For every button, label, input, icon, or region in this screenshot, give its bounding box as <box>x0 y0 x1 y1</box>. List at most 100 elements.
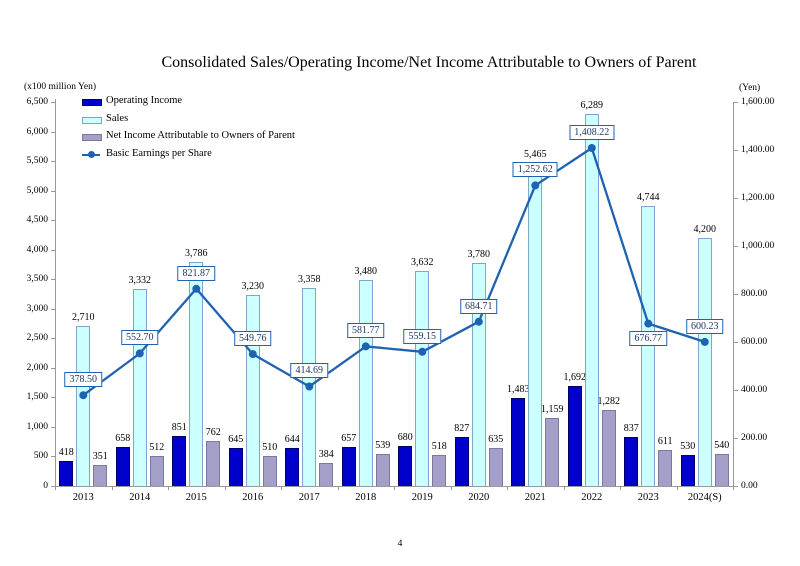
x-axis-label: 2021 <box>524 492 546 503</box>
eps-value-box: 600.23 <box>686 318 724 334</box>
right-axis-tick-label: 400.00 <box>741 385 768 395</box>
bar-sales <box>641 206 656 486</box>
x-axis-label: 2022 <box>581 492 603 503</box>
eps-value-box: 676.77 <box>629 330 667 346</box>
bar-value-label: 3,358 <box>298 274 321 285</box>
bar-net-income-attributable-to-owners-of-parent <box>319 463 334 486</box>
bar-value-label: 530 <box>680 441 696 452</box>
legend-label: Net Income Attributable to Owners of Par… <box>106 130 295 141</box>
bar-value-label: 4,744 <box>637 192 660 203</box>
x-axis-label: 2018 <box>355 492 377 503</box>
eps-data-point <box>248 350 257 359</box>
bar-operating-income <box>398 446 413 486</box>
x-axis-boundary-tick <box>450 486 452 490</box>
bar-value-label: 3,480 <box>354 266 378 277</box>
bar-net-income-attributable-to-owners-of-parent <box>601 410 616 486</box>
bar-value-label: 851 <box>171 422 187 433</box>
bar-value-label: 658 <box>115 433 131 444</box>
left-axis-tick-label: 5,000 <box>26 185 48 196</box>
bar-value-label: 384 <box>318 449 334 460</box>
left-axis-tick-label: 2,500 <box>26 333 48 344</box>
legend-swatch-marker <box>88 150 95 158</box>
right-axis-tick-label: 0.00 <box>741 481 758 491</box>
bar-value-label: 2,710 <box>72 312 95 323</box>
left-axis-tick <box>51 486 55 487</box>
bar-operating-income <box>567 386 582 486</box>
bar-value-label: 3,780 <box>467 249 491 260</box>
eps-data-point <box>192 284 201 293</box>
eps-data-point <box>305 382 314 391</box>
eps-value-box: 1,408.22 <box>569 125 615 141</box>
eps-value-box: 581.77 <box>347 323 385 339</box>
x-axis-boundary-tick <box>111 486 113 490</box>
bar-value-label: 539 <box>375 440 391 451</box>
x-axis-boundary-tick <box>337 486 339 490</box>
left-axis-tick <box>51 161 55 163</box>
bar-net-income-attributable-to-owners-of-parent <box>714 454 729 486</box>
eps-value-box: 559.15 <box>403 328 441 344</box>
bar-value-label: 5,465 <box>524 149 547 160</box>
eps-data-point <box>644 319 653 328</box>
eps-value-box: 414.69 <box>290 363 328 379</box>
left-axis-tick <box>51 249 55 251</box>
bar-operating-income <box>172 436 187 486</box>
x-axis-label: 2020 <box>468 492 490 503</box>
legend-label: Operating Income <box>106 95 183 106</box>
left-axis-tick <box>51 131 55 133</box>
left-axis-tick-label: 4,000 <box>26 244 48 255</box>
bar-value-label: 645 <box>228 434 244 445</box>
bar-net-income-attributable-to-owners-of-parent <box>658 450 673 486</box>
bar-value-label: 680 <box>397 432 413 443</box>
bar-operating-income <box>341 447 356 486</box>
left-axis-tick-label: 6,500 <box>26 97 48 107</box>
bar-value-label: 1,692 <box>563 372 587 383</box>
right-axis-tick <box>734 246 738 247</box>
left-axis-tick <box>51 397 55 399</box>
bar-net-income-attributable-to-owners-of-parent <box>93 465 108 486</box>
bar-value-label: 644 <box>284 434 300 445</box>
bar-value-label: 827 <box>454 423 470 434</box>
eps-value-box: 1,252.62 <box>512 162 558 178</box>
left-axis-tick <box>51 338 55 340</box>
eps-data-point <box>361 342 370 351</box>
left-axis-tick-label: 0 <box>43 481 48 491</box>
bar-value-label: 3,632 <box>411 257 434 268</box>
x-axis-boundary-tick <box>168 486 169 490</box>
left-axis-tick <box>51 456 55 458</box>
x-axis-boundary-tick <box>394 486 395 490</box>
x-axis-boundary-tick <box>563 486 565 490</box>
bar-value-label: 1,483 <box>507 384 530 395</box>
x-axis-label: 2015 <box>185 492 207 503</box>
left-axis-tick <box>51 102 55 103</box>
eps-data-point <box>135 349 144 358</box>
bar-sales <box>189 262 204 486</box>
left-axis-tick-label: 1,500 <box>26 392 48 403</box>
right-axis-tick <box>734 342 738 343</box>
x-axis-label: 2014 <box>129 492 151 503</box>
legend-swatch-bar <box>82 99 102 106</box>
bar-net-income-attributable-to-owners-of-parent <box>432 455 447 486</box>
eps-data-point <box>474 317 483 326</box>
bar-value-label: 1,282 <box>597 396 621 407</box>
x-axis-boundary-tick <box>620 486 621 490</box>
left-axis-tick <box>51 279 55 281</box>
eps-value-box: 549.76 <box>234 331 272 347</box>
bar-net-income-attributable-to-owners-of-parent <box>545 418 560 486</box>
left-axis-tick-label: 3,000 <box>26 303 48 314</box>
bar-value-label: 418 <box>58 447 74 458</box>
bar-value-label: 512 <box>149 442 165 453</box>
bar-sales <box>471 263 486 486</box>
x-axis-boundary-tick <box>733 486 734 490</box>
bar-value-label: 518 <box>431 441 447 452</box>
left-axis-line <box>55 99 56 486</box>
right-axis-tick-label: 1,000.00 <box>741 241 775 251</box>
bar-value-label: 611 <box>657 436 673 447</box>
eps-data-point <box>418 347 427 356</box>
bar-net-income-attributable-to-owners-of-parent <box>375 454 390 486</box>
right-axis-tick-label: 1,200.00 <box>741 193 775 203</box>
bar-operating-income <box>115 447 130 486</box>
left-axis-tick <box>51 426 55 428</box>
right-axis-tick <box>734 486 738 487</box>
